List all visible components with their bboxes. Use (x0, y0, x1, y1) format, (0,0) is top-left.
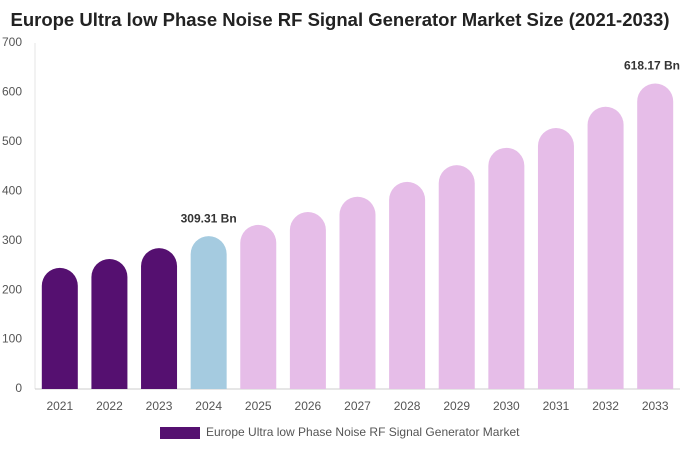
y-tick-label: 400 (2, 183, 22, 197)
legend-label: Europe Ultra low Phase Noise RF Signal G… (206, 425, 520, 439)
y-tick-label: 500 (2, 134, 22, 148)
y-tick-label: 100 (2, 332, 22, 346)
x-tick-label: 2032 (592, 399, 619, 413)
value-label: 618.17 Bn (624, 59, 680, 73)
x-tick-label: 2023 (146, 399, 173, 413)
bar (190, 236, 227, 389)
x-tick-label: 2033 (642, 399, 669, 413)
bar (537, 128, 574, 389)
bar (488, 147, 525, 389)
bar (41, 267, 78, 389)
bar (389, 181, 426, 389)
x-tick-label: 2025 (245, 399, 272, 413)
y-tick-label: 300 (2, 233, 22, 247)
bar (339, 196, 376, 389)
x-tick-label: 2024 (195, 399, 222, 413)
x-tick-label: 2021 (46, 399, 73, 413)
x-tick-label: 2030 (493, 399, 520, 413)
legend-swatch (160, 427, 200, 439)
x-tick-label: 2031 (543, 399, 570, 413)
bar (289, 212, 326, 389)
y-tick-label: 200 (2, 282, 22, 296)
value-label: 309.31 Bn (181, 211, 237, 225)
x-tick-label: 2022 (96, 399, 123, 413)
bar (587, 106, 624, 390)
y-tick-label: 700 (2, 35, 22, 49)
bar (637, 83, 674, 390)
bar (141, 248, 178, 389)
x-tick-label: 2028 (394, 399, 421, 413)
x-tick-label: 2026 (295, 399, 322, 413)
y-tick-label: 600 (2, 85, 22, 99)
bar (438, 165, 475, 389)
x-tick-label: 2027 (344, 399, 371, 413)
bar (240, 224, 277, 389)
x-tick-label: 2029 (443, 399, 470, 413)
chart-title: Europe Ultra low Phase Noise RF Signal G… (10, 9, 669, 30)
bar (91, 259, 128, 389)
y-tick-label: 0 (15, 381, 22, 395)
